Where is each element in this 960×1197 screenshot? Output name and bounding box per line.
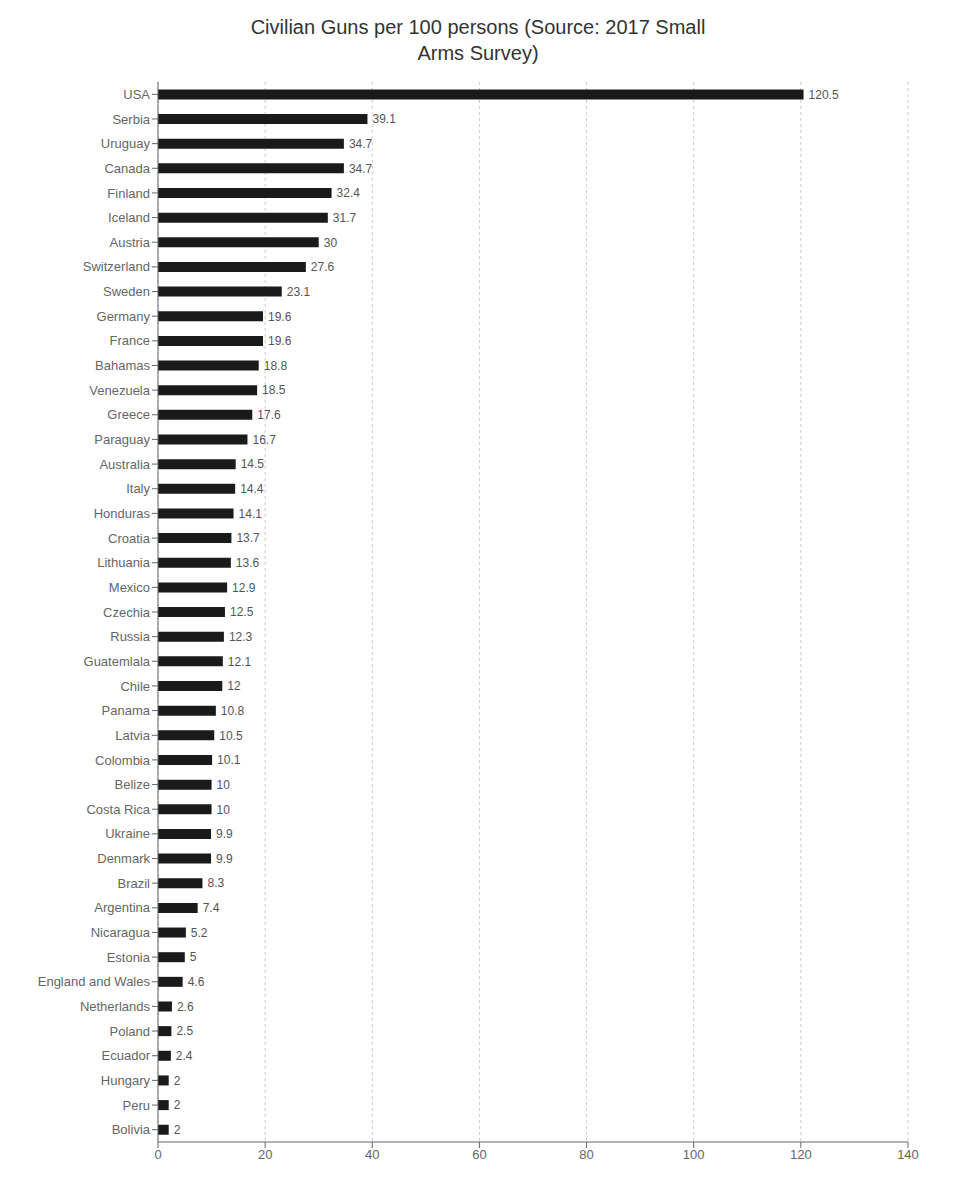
svg-text:12.1: 12.1 (228, 655, 252, 669)
svg-text:Latvia: Latvia (115, 728, 150, 743)
svg-text:Uruguay: Uruguay (101, 136, 151, 151)
svg-text:Denmark: Denmark (97, 851, 150, 866)
svg-text:120: 120 (790, 1147, 812, 1162)
svg-text:Russia: Russia (110, 629, 151, 644)
svg-text:100: 100 (683, 1147, 705, 1162)
svg-text:Estonia: Estonia (107, 950, 151, 965)
svg-text:9.9: 9.9 (216, 827, 233, 841)
svg-text:12: 12 (227, 679, 241, 693)
svg-text:Mexico: Mexico (109, 580, 150, 595)
svg-text:18.8: 18.8 (264, 359, 288, 373)
svg-text:4.6: 4.6 (188, 975, 205, 989)
svg-text:France: France (110, 333, 150, 348)
svg-text:16.7: 16.7 (252, 433, 276, 447)
svg-text:Colombia: Colombia (95, 753, 151, 768)
svg-text:39.1: 39.1 (372, 112, 396, 126)
svg-text:Germany: Germany (97, 309, 151, 324)
svg-text:Czechia: Czechia (103, 605, 151, 620)
svg-text:32.4: 32.4 (337, 186, 361, 200)
svg-text:Guatemlala: Guatemlala (84, 654, 151, 669)
svg-text:12.3: 12.3 (229, 630, 253, 644)
svg-text:Canada: Canada (104, 161, 150, 176)
svg-text:23.1: 23.1 (287, 285, 311, 299)
svg-text:9.9: 9.9 (216, 852, 233, 866)
svg-text:34.7: 34.7 (349, 137, 373, 151)
svg-text:8.3: 8.3 (207, 876, 224, 890)
svg-text:2: 2 (174, 1123, 181, 1137)
svg-text:10.5: 10.5 (219, 729, 243, 743)
svg-text:2.5: 2.5 (176, 1024, 193, 1038)
svg-text:Lithuania: Lithuania (97, 555, 151, 570)
svg-text:USA: USA (123, 87, 150, 102)
svg-text:40: 40 (365, 1147, 379, 1162)
svg-text:Belize: Belize (115, 777, 150, 792)
svg-text:10: 10 (217, 803, 231, 817)
svg-text:19.6: 19.6 (268, 334, 292, 348)
svg-text:14.5: 14.5 (241, 457, 265, 471)
svg-text:Costa Rica: Costa Rica (86, 802, 150, 817)
svg-text:Ukraine: Ukraine (105, 826, 150, 841)
svg-text:Netherlands: Netherlands (80, 999, 151, 1014)
svg-text:Austria: Austria (110, 235, 151, 250)
svg-text:2.6: 2.6 (177, 1000, 194, 1014)
svg-text:10.1: 10.1 (217, 753, 241, 767)
svg-text:14.1: 14.1 (239, 507, 263, 521)
svg-text:18.5: 18.5 (262, 383, 286, 397)
svg-text:Iceland: Iceland (108, 210, 150, 225)
svg-text:10: 10 (217, 778, 231, 792)
svg-text:13.6: 13.6 (236, 556, 260, 570)
svg-text:Paraguay: Paraguay (94, 432, 150, 447)
svg-text:Panama: Panama (102, 703, 151, 718)
svg-text:60: 60 (472, 1147, 486, 1162)
svg-text:Venezuela: Venezuela (89, 383, 150, 398)
svg-text:30: 30 (324, 236, 338, 250)
svg-text:Peru: Peru (123, 1098, 150, 1113)
svg-text:31.7: 31.7 (333, 211, 357, 225)
svg-text:Australia: Australia (99, 457, 150, 472)
svg-text:Bahamas: Bahamas (95, 358, 150, 373)
svg-text:34.7: 34.7 (349, 162, 373, 176)
svg-text:20: 20 (258, 1147, 272, 1162)
svg-text:Greece: Greece (107, 407, 150, 422)
svg-text:Nicaragua: Nicaragua (91, 925, 151, 940)
svg-text:12.9: 12.9 (232, 581, 256, 595)
svg-text:13.7: 13.7 (236, 531, 260, 545)
svg-text:27.6: 27.6 (311, 260, 335, 274)
html-text:Civilian Guns per 100 persons: Civilian Guns per 100 persons (Source: 2… (250, 16, 706, 38)
svg-text:Hungary: Hungary (101, 1073, 151, 1088)
svg-text:120.5: 120.5 (809, 88, 839, 102)
svg-text:Sweden: Sweden (103, 284, 150, 299)
svg-text:Honduras: Honduras (94, 506, 151, 521)
svg-text:England and Wales: England and Wales (38, 974, 151, 989)
svg-text:Finland: Finland (107, 186, 150, 201)
svg-text:7.4: 7.4 (203, 901, 220, 915)
svg-text:5.2: 5.2 (191, 926, 208, 940)
svg-text:17.6: 17.6 (257, 408, 281, 422)
svg-text:19.6: 19.6 (268, 310, 292, 324)
svg-text:2: 2 (174, 1074, 181, 1088)
svg-text:12.5: 12.5 (230, 605, 254, 619)
svg-text:Ecuador: Ecuador (102, 1048, 151, 1063)
svg-text:80: 80 (579, 1147, 593, 1162)
svg-text:14.4: 14.4 (240, 482, 264, 496)
svg-text:Switzerland: Switzerland (83, 259, 150, 274)
svg-text:Brazil: Brazil (117, 876, 150, 891)
svg-text:10.8: 10.8 (221, 704, 245, 718)
svg-text:Serbia: Serbia (112, 112, 150, 127)
svg-text:Poland: Poland (110, 1024, 150, 1039)
svg-text:2.4: 2.4 (176, 1049, 193, 1063)
svg-text:Bolivia: Bolivia (112, 1122, 151, 1137)
html-text:Arms Survey): Arms Survey) (417, 42, 539, 64)
svg-text:Italy: Italy (126, 481, 150, 496)
svg-text:Croatia: Croatia (108, 531, 151, 546)
svg-text:Argentina: Argentina (94, 900, 150, 915)
svg-text:2: 2 (174, 1098, 181, 1112)
svg-text:Chile: Chile (120, 679, 150, 694)
svg-text:140: 140 (897, 1147, 919, 1162)
svg-text:0: 0 (154, 1147, 161, 1162)
svg-text:5: 5 (190, 950, 197, 964)
